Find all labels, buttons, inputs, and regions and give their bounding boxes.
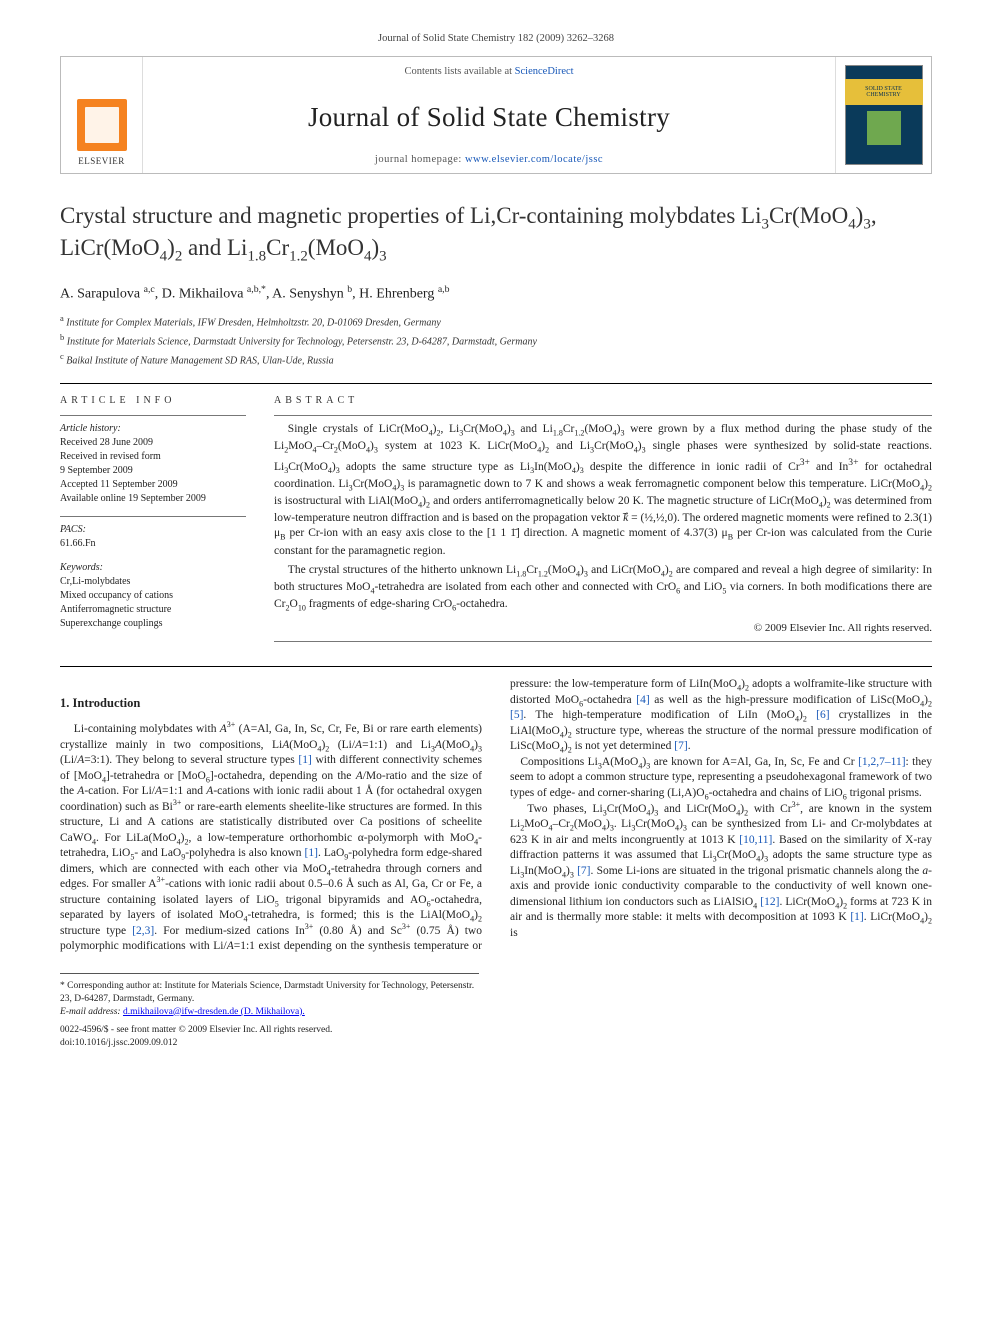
pacs-block: PACS: 61.66.Fn xyxy=(60,523,246,551)
abstract-heading: ABSTRACT xyxy=(274,394,932,408)
pacs-value: 61.66.Fn xyxy=(60,537,246,551)
cover-image-icon xyxy=(867,111,901,145)
issn-line: 0022-4596/$ - see front matter © 2009 El… xyxy=(60,1024,479,1037)
masthead-center: Contents lists available at ScienceDirec… xyxy=(143,57,835,173)
history-line: Received 28 June 2009 xyxy=(60,436,246,450)
author-list: A. Sarapulova a,c, D. Mikhailova a,b,*, … xyxy=(60,283,932,305)
cover-cell: SOLID STATE CHEMISTRY xyxy=(835,57,931,173)
journal-homepage-link[interactable]: www.elsevier.com/locate/jssc xyxy=(465,154,603,165)
doi-line: doi:10.1016/j.jssc.2009.09.012 xyxy=(60,1037,479,1050)
email-link[interactable]: d.mikhailova@ifw-dresden.de (D. Mikhailo… xyxy=(123,1007,305,1017)
email-label: E-mail address: xyxy=(60,1007,121,1017)
keywords-block: Keywords: Cr,Li-molybdates Mixed occupan… xyxy=(60,561,246,631)
keyword: Cr,Li-molybdates xyxy=(60,575,246,589)
contents-available-line: Contents lists available at ScienceDirec… xyxy=(153,65,825,79)
contents-prefix: Contents lists available at xyxy=(404,66,514,77)
affiliation-a: a Institute for Complex Materials, IFW D… xyxy=(60,312,932,331)
section-rule xyxy=(60,383,932,384)
journal-cover-thumb: SOLID STATE CHEMISTRY xyxy=(845,65,923,165)
pacs-label: PACS: xyxy=(60,523,246,537)
abstract-para: The crystal structures of the hitherto u… xyxy=(274,563,932,614)
section-rule xyxy=(60,666,932,667)
meta-abstract-row: ARTICLE INFO Article history: Received 2… xyxy=(60,394,932,649)
email-line: E-mail address: d.mikhailova@ifw-dresden… xyxy=(60,1006,479,1019)
article-title: Crystal structure and magnetic propertie… xyxy=(60,202,932,267)
homepage-prefix: journal homepage: xyxy=(375,154,465,165)
history-line: 9 September 2009 xyxy=(60,464,246,478)
publisher-label: ELSEVIER xyxy=(78,155,125,167)
keywords-label: Keywords: xyxy=(60,561,246,575)
sciencedirect-link[interactable]: ScienceDirect xyxy=(515,66,574,77)
copyright-line: © 2009 Elsevier Inc. All rights reserved… xyxy=(274,621,932,636)
footnote-block: * Corresponding author at: Institute for… xyxy=(60,973,479,1050)
publisher-cell: ELSEVIER xyxy=(61,57,143,173)
body-columns: 1. Introduction Li-containing molybdates… xyxy=(60,677,932,955)
running-header: Journal of Solid State Chemistry 182 (20… xyxy=(60,32,932,46)
affiliation-c: c Baikal Institute of Nature Management … xyxy=(60,350,932,369)
history-label: Article history: xyxy=(60,422,246,436)
affiliations: a Institute for Complex Materials, IFW D… xyxy=(60,312,932,368)
history-line: Received in revised form xyxy=(60,450,246,464)
journal-masthead: ELSEVIER Contents lists available at Sci… xyxy=(60,56,932,174)
article-info-column: ARTICLE INFO Article history: Received 2… xyxy=(60,394,246,649)
history-line: Accepted 11 September 2009 xyxy=(60,478,246,492)
abstract-column: ABSTRACT Single crystals of LiCr(MoO4)2,… xyxy=(274,394,932,649)
history-block: Article history: Received 28 June 2009 R… xyxy=(60,422,246,506)
section-1-heading: 1. Introduction xyxy=(60,695,482,712)
keyword: Superexchange couplings xyxy=(60,617,246,631)
history-line: Available online 19 September 2009 xyxy=(60,492,246,506)
affiliation-b: b Institute for Materials Science, Darms… xyxy=(60,331,932,350)
abstract-para: Single crystals of LiCr(MoO4)2, Li3Cr(Mo… xyxy=(274,422,932,559)
elsevier-logo-icon xyxy=(77,99,127,151)
keyword: Mixed occupancy of cations xyxy=(60,589,246,603)
corresponding-author: * Corresponding author at: Institute for… xyxy=(60,980,479,1006)
cover-title-band: SOLID STATE CHEMISTRY xyxy=(845,79,923,105)
journal-homepage-line: journal homepage: www.elsevier.com/locat… xyxy=(153,153,825,167)
article-info-heading: ARTICLE INFO xyxy=(60,394,246,408)
abstract-text: Single crystals of LiCr(MoO4)2, Li3Cr(Mo… xyxy=(274,422,932,614)
keyword: Antiferromagnetic structure xyxy=(60,603,246,617)
intro-text: Li-containing molybdates with A3+ (A=Al,… xyxy=(60,677,932,955)
journal-name: Journal of Solid State Chemistry xyxy=(153,99,825,135)
